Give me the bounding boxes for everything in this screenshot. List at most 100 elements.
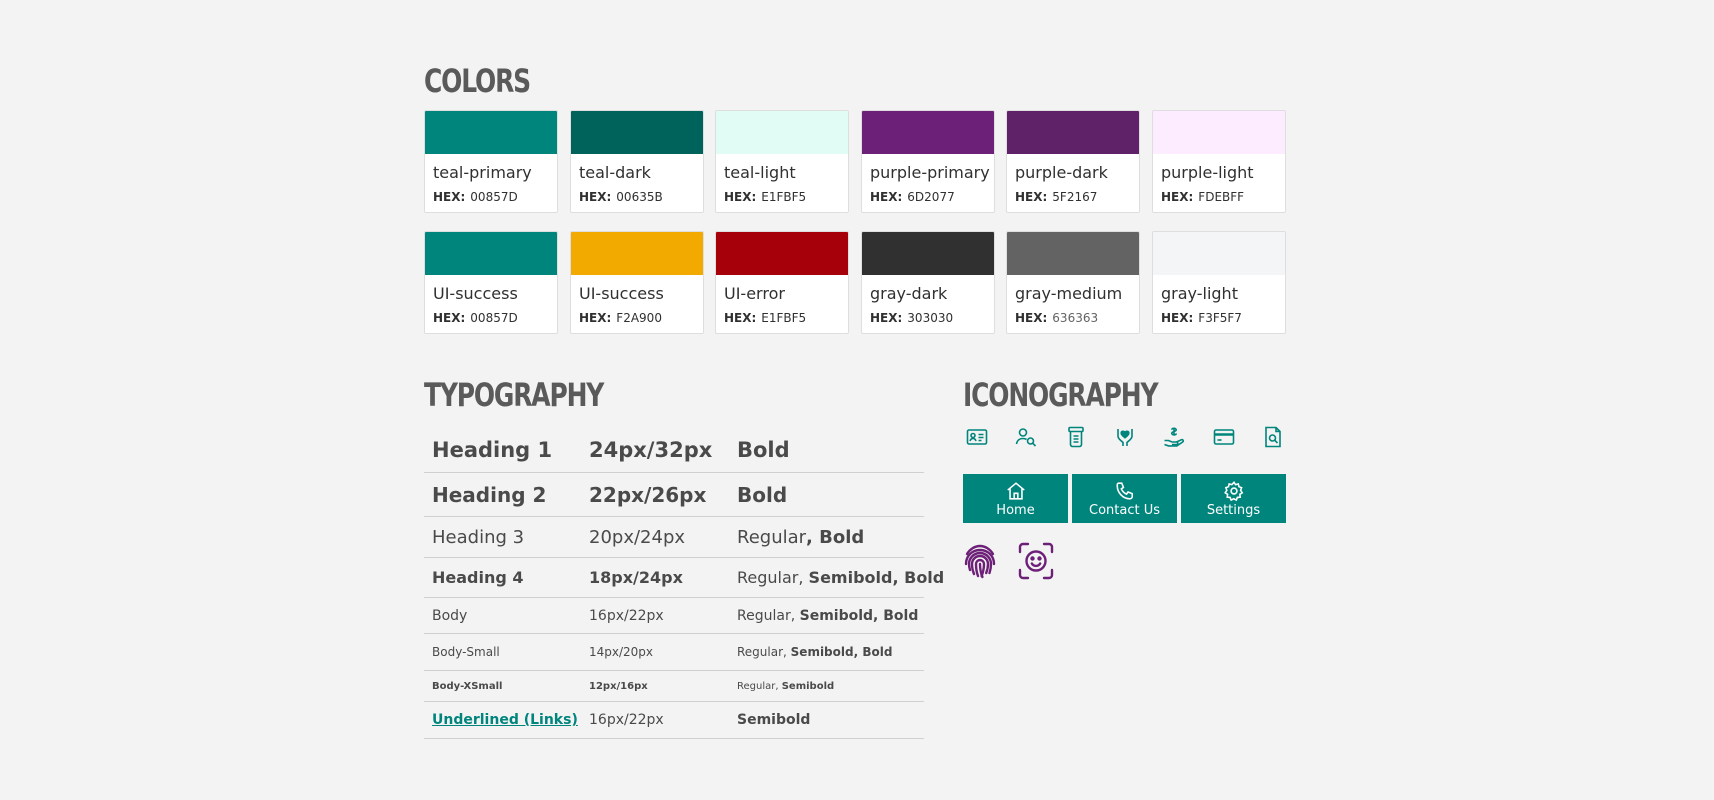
color-hex: HEX: E1FBF5 [724,311,806,325]
hex-label: HEX: [433,190,466,204]
color-chip [716,232,848,275]
id-card-icon [965,425,989,449]
hex-label: HEX: [579,311,612,325]
hex-value: E1FBF5 [761,190,807,204]
typo-size: 20px/24px [589,526,686,548]
donate-hand-icon [1162,425,1186,449]
weight-bold: , Bold [892,568,945,587]
color-hex: HEX: 5F2167 [1015,190,1097,204]
typo-weight: Regular, Bold [737,527,864,548]
color-name: teal-light [724,163,796,182]
colors-section-title: COLORS [424,62,531,100]
underlined-link-sample[interactable]: Underlined (Links) [432,712,578,728]
hex-value: F3F5F7 [1198,311,1242,325]
hex-value: E1FBF5 [761,311,807,325]
face-id-icon [1018,542,1054,580]
home-button[interactable]: Home [963,474,1068,523]
home-icon [1006,482,1025,500]
typo-row-body-small: Body-Small 14px/20px Regular, Semibold, … [424,634,924,671]
weight-bold: , Bold [873,607,919,624]
color-name: UI-success [433,284,518,303]
hex-value: 5F2167 [1052,190,1098,204]
phone-icon [1115,482,1133,500]
typo-row-heading-4: Heading 4 18px/24px Regular, Semibold, B… [424,558,944,598]
color-hex: HEX: F2A900 [579,311,662,325]
typo-style-name: Heading 1 [432,438,553,462]
color-name: purple-primary [870,163,990,182]
color-swatch-gray-dark: gray-dark HEX: 303030 [861,231,995,334]
hex-label: HEX: [1161,190,1194,204]
typo-row-heading-2: Heading 2 22px/26px Bold [424,473,924,517]
weight-regular: Regular, [737,680,782,692]
hex-value: FDEBFF [1198,190,1245,204]
weight-regular: Regular, [737,607,800,624]
typo-size: 18px/24px [589,568,683,587]
color-chip [571,232,703,275]
typo-style-name: Heading 2 [432,482,547,507]
color-hex: HEX: 303030 [870,311,953,325]
typo-weight: Regular, Semibold, Bold [737,608,918,624]
weight-semibold: Semibold [790,645,854,659]
hex-label: HEX: [870,311,903,325]
color-swatch-teal-light: teal-light HEX: E1FBF5 [715,110,849,213]
weight-regular: Regular [737,526,807,548]
typo-size: 24px/32px [589,438,713,462]
color-chip [862,232,994,275]
typography-table: Heading 1 24px/32px Bold Heading 2 22px/… [424,428,944,739]
hex-label: HEX: [579,190,612,204]
hex-label: HEX: [1015,190,1048,204]
medication-icon [1064,425,1088,449]
typo-weight: Bold [737,482,788,507]
color-hex: HEX: E1FBF5 [724,190,806,204]
typo-style-name: Body-Small [432,645,500,659]
typo-weight: Regular, Semibold, Bold [737,568,944,587]
color-hex: HEX: 00635B [579,190,663,204]
color-hex: HEX: 636363 [1015,311,1098,325]
weight-bold: , Bold [806,526,865,548]
weight-bold: , Bold [853,645,893,659]
typo-size: 16px/22px [589,712,664,728]
color-name: teal-primary [433,163,532,182]
color-name: gray-dark [870,284,948,303]
credit-card-icon [1212,425,1236,449]
color-swatch-gray-light: gray-light HEX: F3F5F7 [1152,231,1286,334]
contact-us-button[interactable]: Contact Us [1072,474,1177,523]
typo-size: 12px/16px [589,680,648,692]
hex-value: 303030 [907,311,954,325]
hex-label: HEX: [724,311,757,325]
typo-weight: Regular, Semibold [737,681,834,692]
hex-label: HEX: [724,190,757,204]
color-chip [1007,232,1139,275]
weight-regular: Regular, [737,645,791,659]
hex-value: 00857D [470,311,518,325]
contact-us-button-label: Contact Us [1089,503,1160,518]
iconography-section-title: ICONOGRAPHY [963,376,1159,414]
home-button-label: Home [996,503,1035,518]
color-hex: HEX: 00857D [433,311,518,325]
typo-weight: Regular, Semibold, Bold [737,645,892,659]
color-hex: HEX: 6D2077 [870,190,955,204]
color-hex: HEX: FDEBFF [1161,190,1244,204]
typo-row-body-xsmall: Body-XSmall 12px/16px Regular, Semibold [424,671,924,702]
care-hands-icon [1113,425,1137,449]
typo-size: 16px/22px [589,607,664,624]
weight-regular: Regular, [737,568,809,587]
weight-semibold: Semibold [808,568,893,587]
hex-label: HEX: [433,311,466,325]
typo-weight: Bold [737,438,790,462]
color-name: purple-dark [1015,163,1108,182]
hex-value: 636363 [1052,311,1099,325]
color-swatch-purple-light: purple-light HEX: FDEBFF [1152,110,1286,213]
hex-label: HEX: [870,190,903,204]
color-swatch-gray-medium: gray-medium HEX: 636363 [1006,231,1140,334]
color-name: UI-success [579,284,664,303]
hex-label: HEX: [1161,311,1194,325]
weight-semibold: Semibold [781,680,835,692]
color-chip [862,111,994,154]
color-swatch-ui-success: UI-success HEX: F2A900 [570,231,704,334]
hex-value: 6D2077 [907,190,955,204]
color-chip [716,111,848,154]
color-swatch-ui-success: UI-success HEX: 00857D [424,231,558,334]
color-name: purple-light [1161,163,1254,182]
settings-button[interactable]: Settings [1181,474,1286,523]
